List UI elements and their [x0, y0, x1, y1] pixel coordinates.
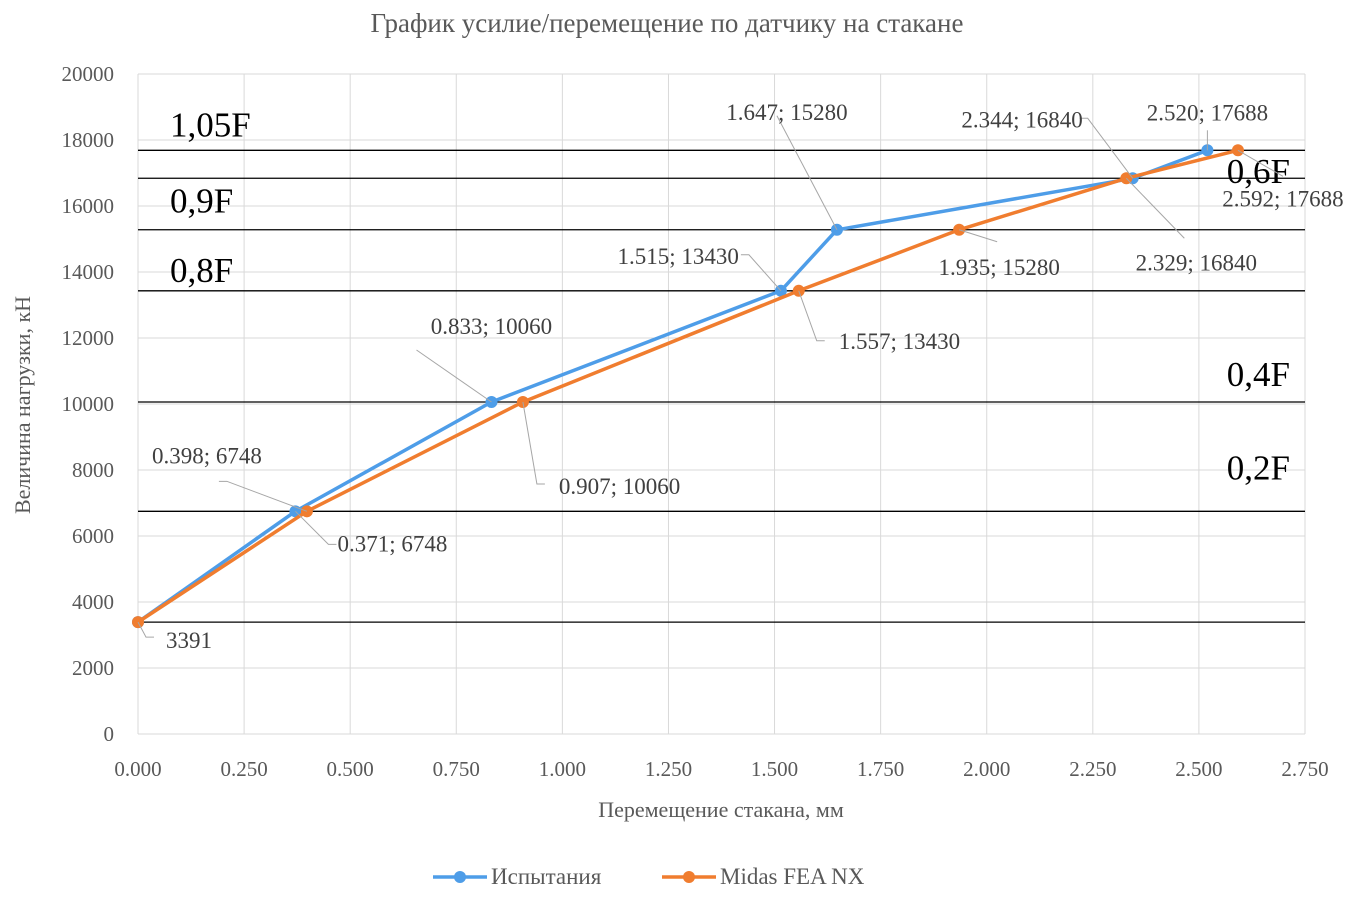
legend-label: Midas FEA NX	[720, 864, 865, 889]
y-tick-label: 6000	[72, 524, 114, 548]
label-leader-line	[740, 254, 782, 292]
data-label: 2.344; 16840	[961, 107, 1082, 132]
label-leader-line	[137, 621, 154, 638]
label-leader-line	[1237, 149, 1284, 177]
data-point	[300, 505, 313, 518]
reference-line-label: 0,2F	[1227, 448, 1290, 487]
x-tick-label: 2.750	[1281, 757, 1328, 781]
data-label: 0.398; 6748	[152, 443, 262, 468]
label-leader-line	[1125, 177, 1185, 239]
series	[132, 144, 1244, 629]
x-tick-label: 2.000	[963, 757, 1010, 781]
data-label: 1.647; 15280	[726, 100, 847, 125]
label-leader-line	[522, 401, 545, 485]
chart-title: График усилие/перемещение по датчику на …	[371, 8, 964, 38]
label-leader-line	[218, 480, 308, 512]
series-line	[136, 148, 1209, 624]
x-tick-label: 0.250	[220, 757, 267, 781]
y-tick-label: 8000	[72, 458, 114, 482]
reference-line-label: 0,4F	[1227, 355, 1290, 394]
legend: Испытания Midas FEA NX	[433, 864, 865, 889]
y-tick-label: 20000	[62, 62, 115, 86]
x-tick-label: 2.500	[1175, 757, 1222, 781]
data-label: 2.329; 16840	[1136, 250, 1257, 275]
label-leader-line	[416, 349, 492, 403]
tick-labels: 0 2000 4000 6000 8000 10000 12000 14000 16000 180…	[62, 62, 1329, 781]
x-axis-title: Перемещение стакана, мм	[598, 797, 844, 822]
y-tick-label: 14000	[62, 260, 115, 284]
x-tick-label: 1.250	[645, 757, 692, 781]
label-leader-line	[798, 290, 825, 342]
y-tick-label: 2000	[72, 656, 114, 680]
data-label: 0.371; 6748	[337, 531, 447, 556]
data-label: 0.833; 10060	[431, 314, 552, 339]
y-tick-label: 4000	[72, 590, 114, 614]
legend-label: Испытания	[491, 864, 602, 889]
y-tick-label: 12000	[62, 326, 115, 350]
legend-marker	[454, 871, 466, 883]
label-leader-line	[776, 115, 838, 230]
x-tick-label: 1.000	[539, 757, 586, 781]
y-axis-title: Величина нагрузки, кН	[10, 296, 35, 514]
x-tick-label: 0.000	[114, 757, 161, 781]
reference-line-label: 0,6F	[1227, 152, 1290, 191]
data-label: 2.592; 17688	[1222, 186, 1343, 211]
data-label: 0.907; 10060	[559, 474, 680, 499]
reference-line-label: 1,05F	[170, 105, 251, 144]
label-leader-line	[295, 510, 337, 545]
series-line	[137, 148, 1239, 624]
y-tick-label: 10000	[62, 392, 115, 416]
x-tick-label: 2.250	[1069, 757, 1116, 781]
label-leader-line	[1079, 117, 1134, 179]
y-tick-label: 0	[104, 722, 115, 746]
reference-lines: 1,05F 0,9F 0,8F 0,6F 0,4F 0,2F	[138, 105, 1305, 623]
data-label: 1.515; 13430	[618, 244, 739, 269]
reference-line-label: 0,9F	[170, 181, 233, 220]
x-tick-label: 0.750	[433, 757, 480, 781]
legend-marker	[683, 871, 695, 883]
x-tick-label: 1.500	[751, 757, 798, 781]
y-tick-label: 16000	[62, 194, 115, 218]
data-label: 2.520; 17688	[1147, 100, 1268, 125]
y-tick-label: 18000	[62, 128, 115, 152]
x-tick-label: 0.500	[327, 757, 374, 781]
grid	[137, 73, 1306, 735]
data-label: 1.557; 13430	[839, 329, 960, 354]
data-label: 1.935; 15280	[938, 255, 1059, 280]
label-leader-line	[958, 229, 998, 243]
data-label: 3391	[166, 628, 212, 653]
reference-line-label: 0,8F	[170, 251, 233, 290]
x-tick-label: 1.750	[857, 757, 904, 781]
